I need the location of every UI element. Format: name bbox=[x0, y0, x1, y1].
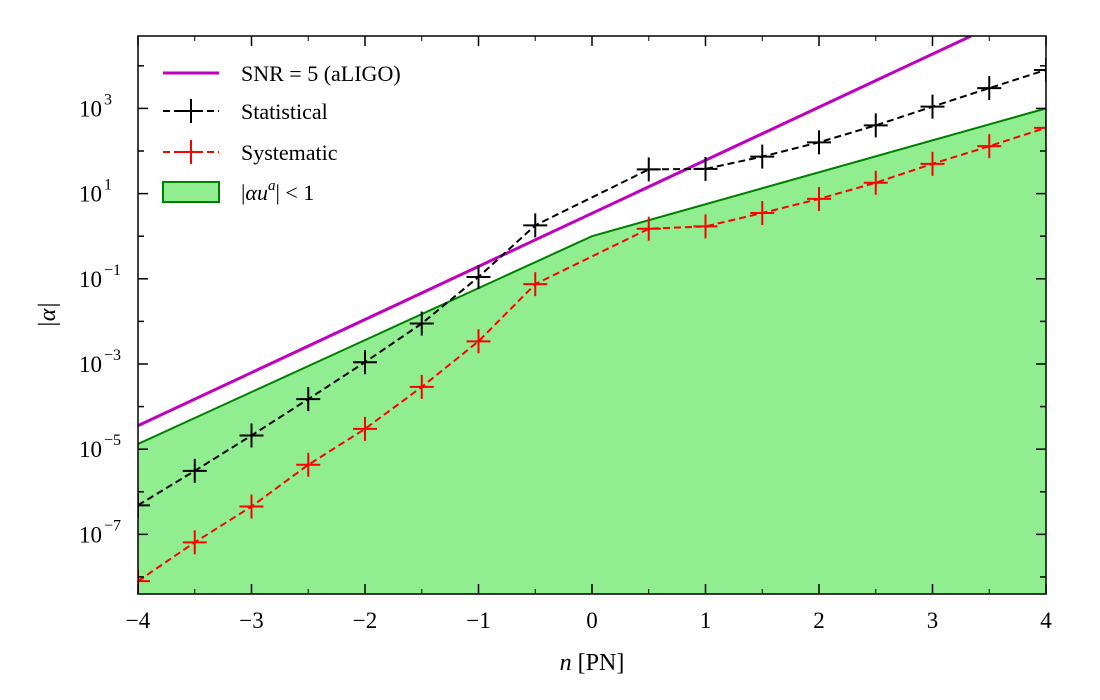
legend-label-area: |αua| < 1 bbox=[241, 178, 314, 205]
data-point bbox=[353, 416, 377, 441]
y-tick-exponent: 3 bbox=[104, 91, 112, 108]
y-tick-exponent: −1 bbox=[104, 262, 121, 279]
series-line-2 bbox=[138, 126, 1046, 582]
y-tick-label: 10 bbox=[79, 267, 102, 292]
data-point bbox=[466, 265, 491, 290]
data-point bbox=[863, 113, 888, 138]
legend: SNR = 5 (aLIGO) Statistical Systematic |αua… bbox=[162, 61, 401, 205]
y-axis-label: |α| bbox=[35, 302, 61, 328]
y-tick-label: 10 bbox=[79, 352, 102, 377]
y-tick-exponent: 1 bbox=[104, 177, 112, 194]
legend-label-2: Systematic bbox=[241, 140, 338, 165]
series-layer bbox=[138, 36, 1046, 594]
y-tick-exponent: −3 bbox=[104, 347, 121, 364]
data-point bbox=[693, 214, 718, 239]
x-tick-label: −2 bbox=[353, 608, 377, 633]
x-tick-label: −3 bbox=[239, 608, 263, 633]
x-tick-label: 0 bbox=[586, 608, 598, 633]
data-point bbox=[138, 569, 150, 594]
data-point bbox=[977, 134, 1002, 159]
y-tick-label: 10 bbox=[79, 96, 102, 121]
data-point bbox=[1034, 57, 1046, 82]
series-line-0 bbox=[138, 36, 972, 428]
data-point bbox=[138, 493, 150, 518]
x-tick-label: 1 bbox=[700, 608, 712, 633]
x-tick-label: 3 bbox=[927, 608, 939, 633]
y-tick-exponent: −5 bbox=[104, 432, 121, 449]
data-point bbox=[296, 452, 321, 477]
data-point bbox=[523, 213, 548, 238]
y-tick-label: 10 bbox=[79, 437, 102, 462]
y-tick-label: 10 bbox=[79, 522, 102, 547]
data-point bbox=[353, 350, 377, 375]
data-point bbox=[807, 130, 831, 155]
data-point bbox=[920, 151, 945, 176]
data-point bbox=[636, 157, 661, 182]
series-line-1 bbox=[138, 68, 1046, 507]
data-point bbox=[523, 272, 548, 297]
legend-label-1: Statistical bbox=[241, 99, 328, 124]
x-tick-label: 4 bbox=[1040, 608, 1052, 633]
data-point bbox=[409, 374, 434, 399]
data-point bbox=[409, 311, 434, 336]
plot-area bbox=[138, 36, 1046, 594]
data-point bbox=[296, 387, 321, 412]
data-point bbox=[863, 170, 888, 195]
area-edge-line bbox=[138, 107, 1046, 445]
data-point bbox=[239, 494, 264, 519]
data-point bbox=[807, 186, 831, 211]
data-point bbox=[920, 94, 945, 119]
data-point bbox=[636, 216, 661, 241]
legend-label-0: SNR = 5 (aLIGO) bbox=[241, 61, 401, 86]
y-tick-exponent: −7 bbox=[104, 517, 121, 534]
x-axis-label: n [PN] bbox=[560, 650, 625, 676]
area-fill bbox=[138, 108, 1046, 594]
data-point bbox=[466, 329, 491, 354]
legend-swatch-area bbox=[162, 181, 220, 203]
x-tick-label: −1 bbox=[466, 608, 490, 633]
y-tick-label: 10 bbox=[79, 182, 102, 207]
data-point bbox=[1034, 115, 1046, 140]
x-tick-label: −4 bbox=[126, 608, 151, 633]
data-point bbox=[750, 144, 775, 169]
data-point bbox=[977, 76, 1002, 101]
data-point bbox=[239, 423, 264, 448]
data-point bbox=[693, 156, 718, 181]
data-point bbox=[182, 458, 207, 483]
data-point bbox=[182, 530, 207, 555]
x-tick-label: 2 bbox=[813, 608, 825, 633]
data-point bbox=[750, 201, 775, 226]
